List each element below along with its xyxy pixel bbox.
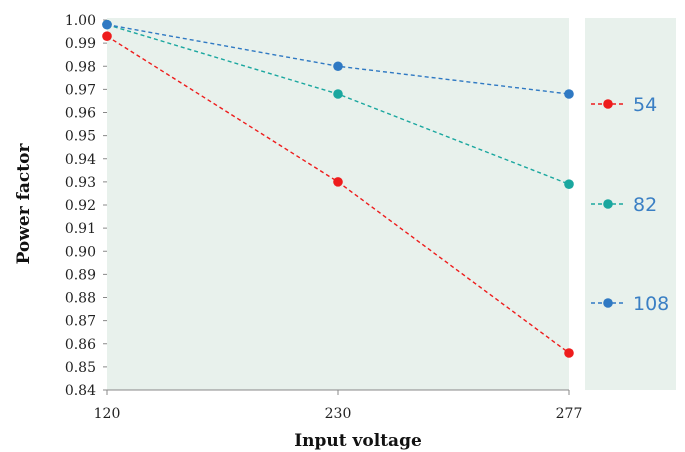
x-tick-label: 120 <box>94 406 121 422</box>
legend-marker-108 <box>603 298 613 308</box>
y-tick-label: 0.99 <box>65 36 96 52</box>
data-point-108 <box>564 89 574 99</box>
data-point-54 <box>333 177 343 187</box>
y-tick-label: 1.00 <box>65 13 96 29</box>
legend-label-108: 108 <box>633 293 669 315</box>
y-tick-label: 0.88 <box>65 291 96 307</box>
y-tick-label: 0.94 <box>65 152 96 168</box>
y-tick-label: 0.95 <box>65 129 96 145</box>
data-point-54 <box>102 31 112 41</box>
legend-label-54: 54 <box>633 94 657 116</box>
y-tick-label: 0.89 <box>65 267 96 283</box>
y-tick-label: 0.92 <box>65 198 96 214</box>
data-point-82 <box>564 179 574 189</box>
plot-area <box>107 18 569 390</box>
data-point-82 <box>333 89 343 99</box>
y-tick-label: 0.84 <box>65 383 96 399</box>
x-axis-ticks: 120 230 277 <box>94 390 583 422</box>
y-tick-label: 0.96 <box>65 106 96 122</box>
data-point-108 <box>102 20 112 30</box>
y-tick-label: 0.91 <box>65 221 96 237</box>
y-tick-label: 0.97 <box>65 82 96 98</box>
y-axis-ticks: 0.84 0.85 0.86 0.87 0.88 0.89 0.90 0.91 0.92 0.93… <box>65 13 107 399</box>
y-axis-title: Power factor <box>14 143 34 265</box>
x-tick-label: 230 <box>325 406 352 422</box>
y-tick-label: 0.90 <box>65 244 96 260</box>
y-tick-label: 0.85 <box>65 360 96 376</box>
legend-marker-82 <box>603 199 613 209</box>
data-point-108 <box>333 61 343 71</box>
x-axis-title: Input voltage <box>294 431 422 451</box>
x-tick-label: 277 <box>556 406 583 422</box>
y-tick-label: 0.93 <box>65 175 96 191</box>
y-tick-label: 0.98 <box>65 59 96 75</box>
legend-label-82: 82 <box>633 194 657 216</box>
y-tick-label: 0.87 <box>65 314 96 330</box>
legend-marker-54 <box>603 99 613 109</box>
data-point-54 <box>564 348 574 358</box>
y-tick-label: 0.86 <box>65 337 96 353</box>
